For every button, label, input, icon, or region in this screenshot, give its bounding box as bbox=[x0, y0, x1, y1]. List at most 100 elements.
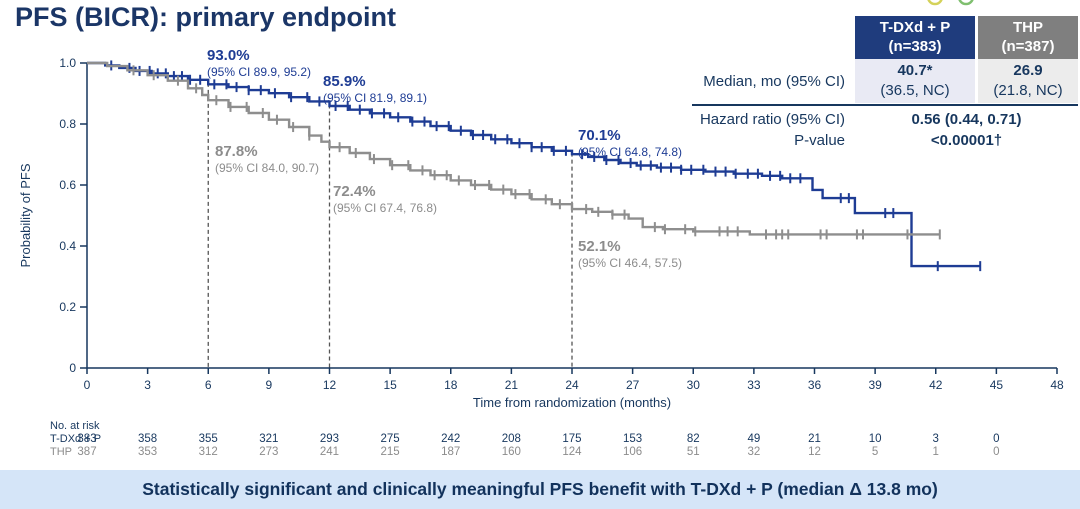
svg-text:3: 3 bbox=[933, 433, 939, 445]
conclusion-banner: Statistically significant and clinically… bbox=[0, 470, 1080, 509]
svg-text:(95% CI 84.0, 90.7): (95% CI 84.0, 90.7) bbox=[215, 161, 319, 175]
svg-text:187: 187 bbox=[441, 446, 460, 458]
svg-text:9: 9 bbox=[266, 378, 273, 392]
svg-text:(95% CI 81.9, 89.1): (95% CI 81.9, 89.1) bbox=[323, 91, 427, 105]
results-header-arm2: THP (n=387) bbox=[978, 16, 1078, 59]
svg-text:82: 82 bbox=[687, 433, 700, 445]
svg-text:21: 21 bbox=[505, 378, 519, 392]
svg-text:160: 160 bbox=[502, 446, 521, 458]
median-arm1-value: 40.7* bbox=[897, 62, 933, 79]
svg-text:106: 106 bbox=[623, 446, 642, 458]
svg-text:(95% CI 46.4, 57.5): (95% CI 46.4, 57.5) bbox=[578, 256, 682, 270]
svg-text:33: 33 bbox=[747, 378, 761, 392]
svg-text:93.0%: 93.0% bbox=[207, 47, 250, 64]
svg-text:10: 10 bbox=[869, 433, 882, 445]
svg-text:0: 0 bbox=[84, 378, 91, 392]
svg-text:6: 6 bbox=[205, 378, 212, 392]
pvalue-value: <0.00001† bbox=[930, 132, 1003, 149]
svg-text:21: 21 bbox=[808, 433, 821, 445]
svg-text:387: 387 bbox=[77, 446, 96, 458]
logo-dot-green bbox=[958, 0, 974, 6]
svg-text:175: 175 bbox=[562, 433, 581, 445]
svg-text:383: 383 bbox=[77, 433, 96, 445]
svg-text:0: 0 bbox=[993, 433, 999, 445]
svg-text:208: 208 bbox=[502, 433, 521, 445]
median-arm1-cell: 40.7* (36.5, NC) bbox=[855, 59, 975, 103]
landmark-dashed-lines bbox=[207, 82, 573, 368]
svg-text:242: 242 bbox=[441, 433, 460, 445]
conclusion-text: Statistically significant and clinically… bbox=[142, 479, 938, 499]
svg-text:215: 215 bbox=[381, 446, 400, 458]
logo-dot-yellow bbox=[927, 0, 943, 6]
svg-text:51: 51 bbox=[687, 446, 700, 458]
median-arm1-ci: (36.5, NC) bbox=[880, 82, 950, 99]
results-corner-cell bbox=[692, 16, 852, 59]
y-axis-label: Probability of PFS bbox=[18, 163, 33, 267]
svg-text:12: 12 bbox=[808, 446, 821, 458]
svg-text:85.9%: 85.9% bbox=[323, 73, 366, 90]
svg-text:18: 18 bbox=[444, 378, 458, 392]
curve-t-dxd-p bbox=[87, 60, 982, 272]
at-risk-header: No. at risk bbox=[50, 420, 100, 432]
svg-text:273: 273 bbox=[259, 446, 278, 458]
svg-text:72.4%: 72.4% bbox=[333, 183, 376, 200]
curve-thp bbox=[87, 61, 941, 240]
svg-text:0.6: 0.6 bbox=[59, 178, 76, 192]
svg-text:70.1%: 70.1% bbox=[578, 127, 621, 144]
median-arm2-value: 26.9 bbox=[1013, 62, 1043, 79]
x-axis-label: Time from randomization (months) bbox=[473, 395, 671, 410]
svg-text:THP: THP bbox=[50, 446, 72, 458]
svg-text:36: 36 bbox=[808, 378, 822, 392]
svg-text:27: 27 bbox=[626, 378, 640, 392]
median-arm2-ci: (21.8, NC) bbox=[993, 82, 1063, 99]
svg-text:(95% CI 89.9, 95.2): (95% CI 89.9, 95.2) bbox=[207, 65, 311, 79]
svg-text:275: 275 bbox=[381, 433, 400, 445]
axes: 1.00.80.60.40.200 3 6 9 12 15 18 21 24 27 30 33 36 39… bbox=[18, 56, 1064, 410]
svg-text:321: 321 bbox=[259, 433, 278, 445]
svg-text:5: 5 bbox=[872, 446, 878, 458]
svg-text:24: 24 bbox=[565, 378, 579, 392]
page-title: PFS (BICR): primary endpoint bbox=[15, 2, 397, 32]
svg-text:42: 42 bbox=[929, 378, 943, 392]
svg-text:12: 12 bbox=[323, 378, 337, 392]
svg-text:1: 1 bbox=[933, 446, 939, 458]
svg-text:(95% CI 64.8, 74.8): (95% CI 64.8, 74.8) bbox=[578, 145, 682, 159]
svg-text:0.2: 0.2 bbox=[59, 300, 76, 314]
svg-text:124: 124 bbox=[562, 446, 582, 458]
svg-text:3: 3 bbox=[144, 378, 151, 392]
logo-fragment bbox=[927, 0, 974, 6]
svg-text:0.8: 0.8 bbox=[59, 117, 76, 131]
median-arm2-cell: 26.9 (21.8, NC) bbox=[978, 59, 1078, 103]
svg-text:39: 39 bbox=[868, 378, 882, 392]
svg-text:87.8%: 87.8% bbox=[215, 143, 258, 160]
svg-text:0: 0 bbox=[993, 446, 999, 458]
svg-text:49: 49 bbox=[747, 433, 760, 445]
svg-text:358: 358 bbox=[138, 433, 157, 445]
hazard-ratio-value: 0.56 (0.44, 0.71) bbox=[911, 111, 1022, 128]
svg-text:45: 45 bbox=[990, 378, 1004, 392]
svg-text:293: 293 bbox=[320, 433, 339, 445]
svg-text:48: 48 bbox=[1050, 378, 1064, 392]
landmark-annotations: 93.0%(95% CI 89.9, 95.2) 85.9%(95% CI 81.… bbox=[207, 47, 682, 270]
svg-text:52.1%: 52.1% bbox=[578, 238, 621, 255]
km-chart: 1.00.80.60.40.200 3 6 9 12 15 18 21 24 27 30 33 36 39… bbox=[18, 47, 1064, 458]
svg-text:353: 353 bbox=[138, 446, 157, 458]
svg-text:(95% CI 67.4, 76.8): (95% CI 67.4, 76.8) bbox=[333, 201, 437, 215]
svg-text:T-DXd + P: T-DXd + P bbox=[50, 433, 101, 445]
svg-text:153: 153 bbox=[623, 433, 642, 445]
svg-text:15: 15 bbox=[383, 378, 397, 392]
median-row-label: Median, mo (95% CI) bbox=[703, 72, 845, 90]
svg-text:32: 32 bbox=[747, 446, 760, 458]
svg-text:0: 0 bbox=[69, 361, 76, 375]
svg-text:241: 241 bbox=[320, 446, 339, 458]
pvalue-label: P-value bbox=[794, 132, 845, 149]
svg-text:0.4: 0.4 bbox=[59, 239, 76, 253]
svg-text:1.0: 1.0 bbox=[59, 56, 76, 70]
results-header-arm1: T-DXd + P (n=383) bbox=[855, 16, 975, 59]
results-divider bbox=[692, 104, 1078, 106]
svg-text:30: 30 bbox=[687, 378, 701, 392]
svg-text:312: 312 bbox=[199, 446, 218, 458]
results-table: T-DXd + P (n=383) THP (n=387) Median, mo… bbox=[692, 16, 1078, 152]
